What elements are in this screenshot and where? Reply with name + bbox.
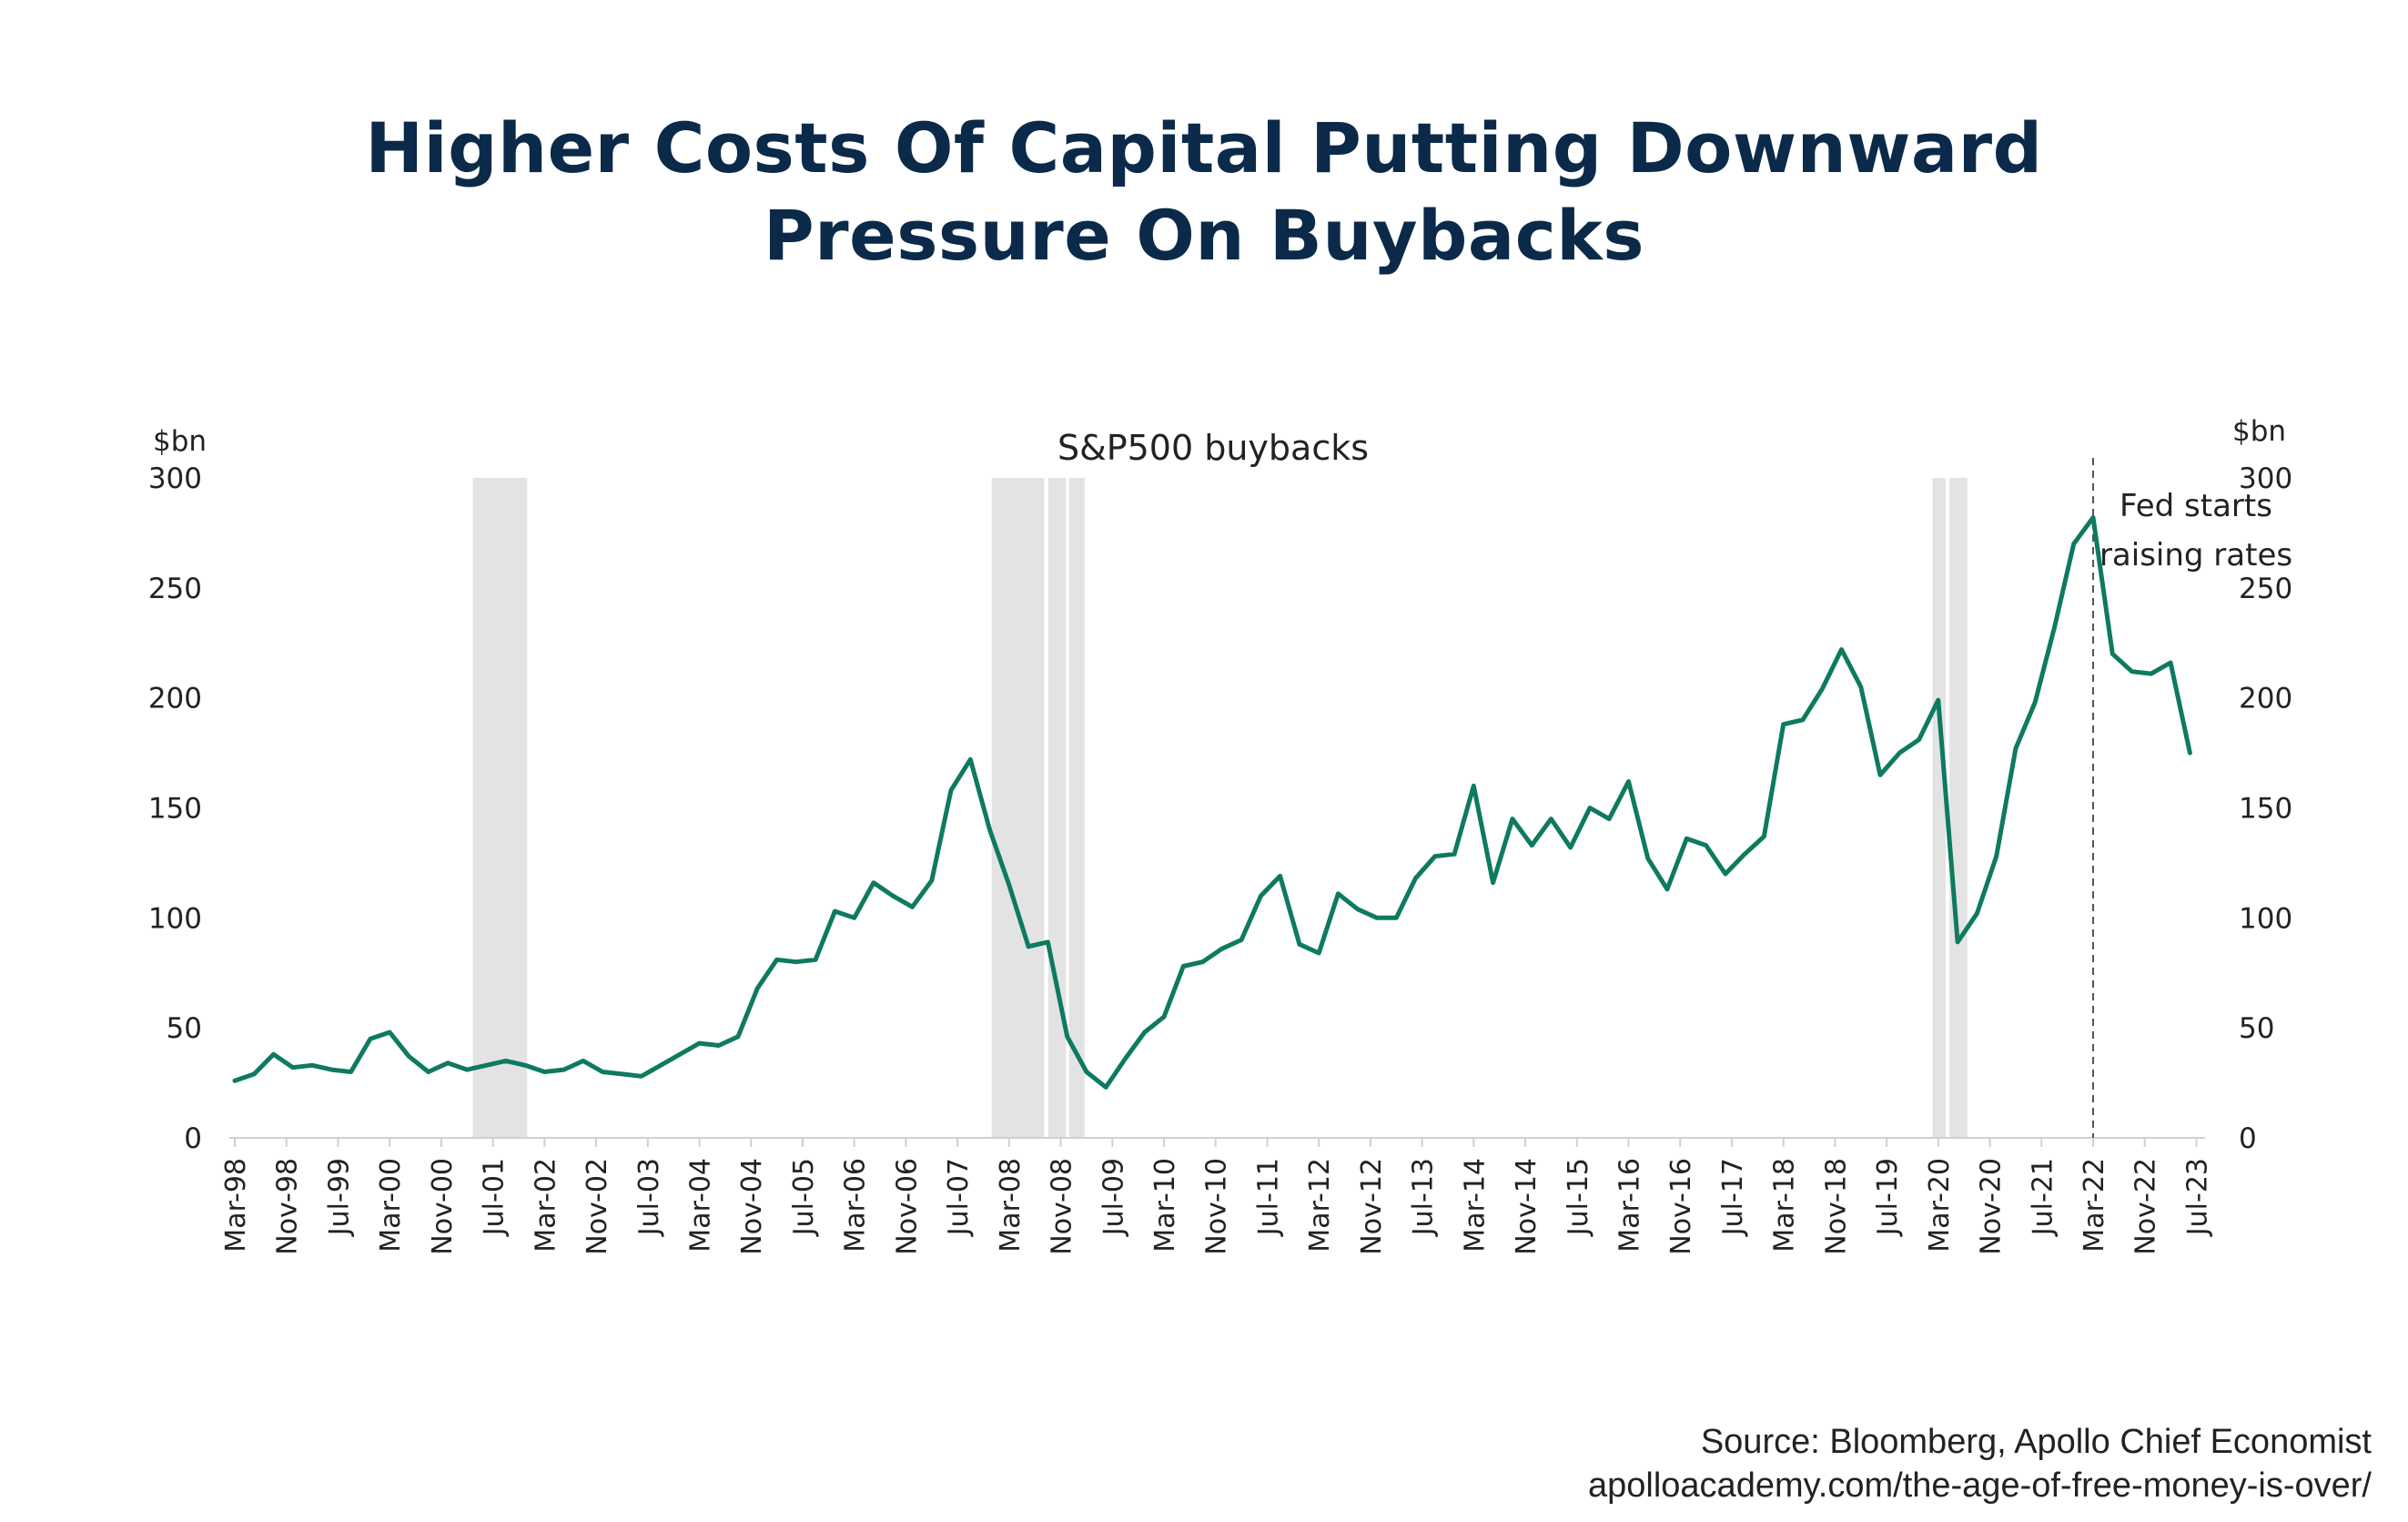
x-tick-label: Jul-05 <box>788 1158 820 1237</box>
y-tick-label-right: 50 <box>2239 1012 2274 1045</box>
y-axis-label-right: $bn <box>2232 415 2286 448</box>
recession-band <box>1949 478 1968 1138</box>
x-tick-label: Jul-19 <box>1872 1158 1904 1237</box>
recession-band <box>1047 478 1067 1138</box>
x-tick-label: Nov-10 <box>1201 1158 1233 1255</box>
x-tick-label: Jul-23 <box>2181 1158 2213 1237</box>
x-tick-label: Mar-18 <box>1769 1158 1801 1253</box>
y-tick-label-right: 300 <box>2239 462 2292 495</box>
x-tick-label: Jul-03 <box>633 1158 665 1237</box>
x-axis: Mar-98 Nov-98 Jul-99 Mar-00 Nov-00 Jul-01 Mar-… <box>220 1138 2213 1255</box>
x-tick-label: Mar-20 <box>1924 1158 1956 1253</box>
page-title: Higher Costs Of Capital Putting Downward… <box>0 105 2408 279</box>
x-tick-label: Mar-98 <box>220 1158 252 1253</box>
y-tick-label-left: 100 <box>148 902 202 935</box>
x-tick-label: Mar-12 <box>1304 1158 1336 1253</box>
x-tick-label: Mar-14 <box>1459 1158 1491 1253</box>
series-line-sp500-buybacks <box>232 515 2192 1090</box>
x-tick-label: Nov-02 <box>582 1158 613 1255</box>
x-tick-label: Nov-04 <box>736 1158 768 1255</box>
x-tick-label: Jul-13 <box>1408 1158 1440 1237</box>
x-tick-label: Mar-22 <box>2079 1158 2110 1253</box>
x-tick-label: Mar-06 <box>840 1158 872 1253</box>
y-axis-left: 0 50 100 150 200 250 300 <box>148 462 202 1155</box>
page-title-line-1: Higher Costs Of Capital Putting Downward <box>365 107 2043 188</box>
source-line: Source: Bloomberg, Apollo Chief Economis… <box>1700 1423 2372 1461</box>
x-tick-label: Nov-14 <box>1511 1158 1543 1255</box>
chart-title: S&P500 buybacks <box>1057 428 1369 468</box>
y-tick-label-left: 200 <box>148 683 202 715</box>
y-tick-label-right: 150 <box>2239 793 2292 826</box>
x-tick-label: Jul-01 <box>479 1158 511 1237</box>
x-tick-label: Nov-08 <box>1047 1158 1078 1255</box>
fed-annotation-line-1: Fed starts <box>2120 488 2272 524</box>
x-tick-label: Nov-06 <box>891 1158 923 1255</box>
x-tick-label: Nov-00 <box>427 1158 459 1255</box>
x-tick-label: Jul-99 <box>323 1158 355 1237</box>
x-tick-label: Mar-04 <box>685 1158 717 1253</box>
y-axis-right: 0 50 100 150 200 250 300 <box>2239 462 2292 1155</box>
y-tick-label-left: 150 <box>148 793 202 826</box>
x-tick-label: Nov-22 <box>2130 1158 2162 1255</box>
x-tick-label: Jul-21 <box>2027 1158 2059 1237</box>
y-tick-label-right: 250 <box>2239 573 2292 605</box>
x-tick-label: Jul-11 <box>1252 1158 1284 1237</box>
y-tick-label-left: 0 <box>184 1122 202 1155</box>
x-tick-label: Nov-20 <box>1976 1158 2008 1255</box>
x-tick-label: Mar-10 <box>1149 1158 1181 1253</box>
page-title-line-2: Pressure On Buybacks <box>763 195 1645 276</box>
y-tick-label-right: 0 <box>2239 1122 2257 1155</box>
x-tick-label: Jul-17 <box>1717 1158 1749 1237</box>
x-tick-label: Jul-09 <box>1098 1158 1129 1237</box>
x-tick-label: Nov-16 <box>1665 1158 1697 1255</box>
y-tick-label-right: 200 <box>2239 683 2292 715</box>
x-tick-label: Mar-16 <box>1614 1158 1646 1253</box>
recession-bands <box>472 478 1968 1138</box>
y-tick-label-left: 50 <box>167 1012 202 1045</box>
x-tick-label: Mar-08 <box>995 1158 1027 1253</box>
recession-band <box>1932 478 1946 1138</box>
x-tick-label: Mar-02 <box>530 1158 562 1253</box>
x-tick-label: Mar-00 <box>375 1158 407 1253</box>
x-tick-label: Nov-18 <box>1820 1158 1852 1255</box>
y-tick-label-left: 300 <box>148 462 202 495</box>
x-tick-label: Jul-15 <box>1563 1158 1594 1237</box>
source-note: Source: Bloomberg, Apollo Chief Economis… <box>1588 1420 2372 1507</box>
x-tick-label: Nov-98 <box>272 1158 304 1255</box>
fed-annotation-line-2: raising rates <box>2099 537 2292 573</box>
y-tick-label-left: 250 <box>148 573 202 605</box>
recession-band <box>991 478 1045 1138</box>
recession-band <box>472 478 528 1138</box>
source-url: apolloacademy.com/the-age-of-free-money-… <box>1588 1466 2372 1505</box>
x-tick-label: Nov-12 <box>1356 1158 1388 1255</box>
recession-band <box>1068 478 1085 1138</box>
x-tick-label: Jul-07 <box>943 1158 975 1237</box>
y-axis-label-left: $bn <box>153 425 207 458</box>
y-tick-label-right: 100 <box>2239 902 2292 935</box>
